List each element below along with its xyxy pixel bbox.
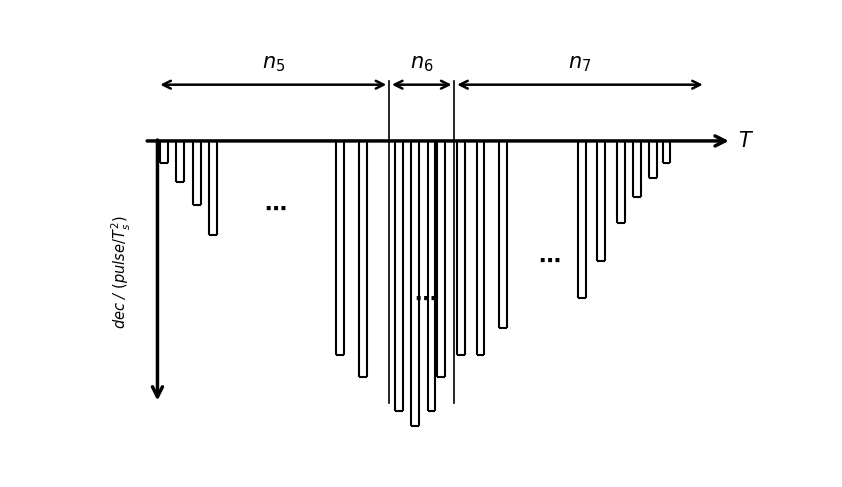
- Text: $dec$ / $(pulse/T_s^2)$: $dec$ / $(pulse/T_s^2)$: [110, 215, 133, 329]
- Text: $n_7$: $n_7$: [568, 54, 592, 74]
- Text: $T$: $T$: [738, 131, 754, 151]
- Text: $n_5$: $n_5$: [262, 54, 285, 74]
- Text: $\mathbf{\cdots}$: $\mathbf{\cdots}$: [264, 198, 286, 219]
- Text: $\mathbf{\cdots}$: $\mathbf{\cdots}$: [538, 251, 560, 271]
- Text: $\mathbf{\cdots}$: $\mathbf{\cdots}$: [413, 288, 436, 308]
- Text: $n_6$: $n_6$: [410, 54, 434, 74]
